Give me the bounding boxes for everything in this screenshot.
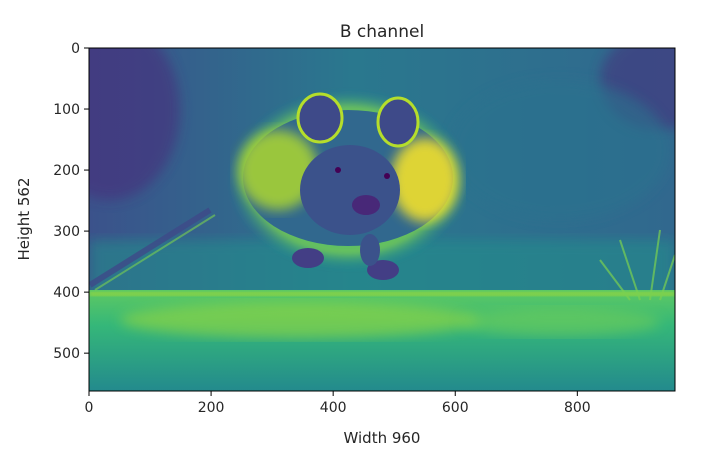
y-tick-label: 200 [53,163,80,179]
y-tick-label: 300 [53,224,80,240]
heatmap-image [89,48,675,391]
y-axis: 0 100 200 300 400 500 [53,41,89,362]
x-tick-label: 0 [85,400,94,416]
x-axis-label: Width 960 [344,429,421,447]
x-tick-label: 800 [564,400,591,416]
y-tick-label: 400 [53,285,80,301]
y-tick-label: 0 [71,41,80,57]
x-axis: 0 200 400 600 800 [85,391,591,416]
chart-title: B channel [340,22,424,42]
y-axis-label: Height 562 [15,178,33,261]
x-tick-label: 400 [320,400,347,416]
y-tick-label: 100 [53,102,80,118]
x-tick-label: 600 [442,400,469,416]
plot-frame [88,47,676,392]
x-tick-label: 200 [198,400,225,416]
y-tick-label: 500 [53,346,80,362]
